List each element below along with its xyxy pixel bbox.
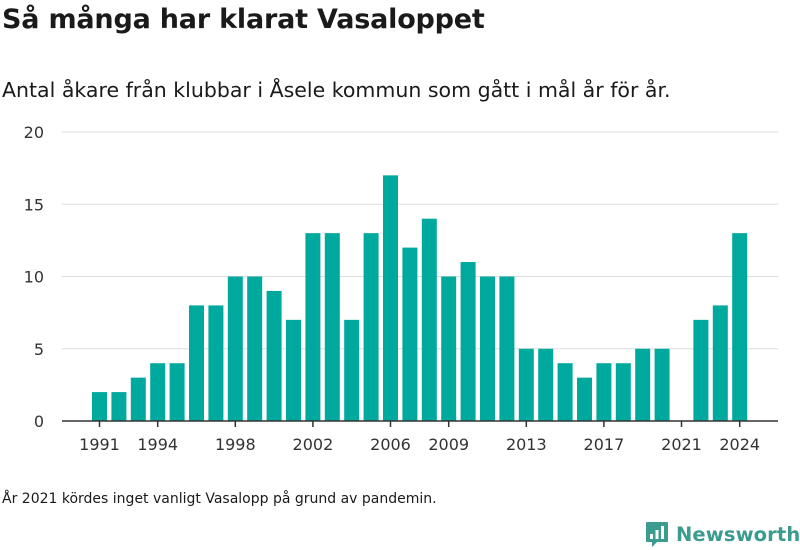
bar-2019 <box>635 348 651 421</box>
y-tick-label: 5 <box>34 340 44 359</box>
brand-logo: Newsworthy <box>645 520 800 548</box>
bar-2002 <box>305 233 321 421</box>
brand-name: Newsworthy <box>676 522 800 546</box>
bar-2023 <box>712 305 728 421</box>
y-tick-label: 20 <box>24 123 44 142</box>
x-axis-labels: 1991 1994 1998 2002 2006 2009 2013 2017 2021 2024 <box>79 435 760 454</box>
bar-2007 <box>402 247 418 421</box>
bar-2006 <box>383 175 398 421</box>
x-axis <box>62 420 778 427</box>
x-tick-label: 2013 <box>506 435 547 454</box>
bar-2011 <box>480 276 495 421</box>
bar-2016 <box>577 377 592 421</box>
bar-2017 <box>596 363 612 421</box>
bar-2005 <box>363 233 379 421</box>
footnote: År 2021 kördes inget vanligt Vasalopp på… <box>2 491 437 507</box>
x-tick-label: 2017 <box>584 435 625 454</box>
bar-1992 <box>111 392 127 421</box>
bar-2020 <box>654 348 670 421</box>
chart-subtitle: Antal åkare från klubbar i Åsele kommun … <box>2 78 671 102</box>
bar-1994 <box>150 363 166 421</box>
bars <box>92 175 748 421</box>
x-tick-label: 2024 <box>719 435 760 454</box>
chart-title: Så många har klarat Vasaloppet <box>2 4 485 35</box>
bar-1998 <box>227 276 243 421</box>
x-tick-label: 2021 <box>661 435 702 454</box>
bar-2001 <box>286 319 301 421</box>
bar-2008 <box>421 218 437 421</box>
bar-1991 <box>92 392 107 421</box>
bar-2018 <box>615 363 631 421</box>
x-tick-label: 1994 <box>137 435 178 454</box>
bar-1993 <box>130 377 146 421</box>
bar-2012 <box>499 276 515 421</box>
x-tick-label: 2009 <box>428 435 469 454</box>
bar-1999 <box>247 276 263 421</box>
bar-2004 <box>344 319 360 421</box>
bar-2022 <box>693 319 709 421</box>
bar-2000 <box>266 290 282 421</box>
grid-lines <box>62 131 778 350</box>
bar-2015 <box>557 363 573 421</box>
y-tick-label: 0 <box>34 412 44 431</box>
x-tick-label: 2006 <box>370 435 411 454</box>
y-tick-label: 15 <box>24 195 44 214</box>
x-tick-label: 1991 <box>79 435 120 454</box>
bar-2003 <box>324 233 340 421</box>
y-axis-labels: 0 5 10 15 20 <box>24 123 44 431</box>
x-tick-label: 2002 <box>293 435 334 454</box>
bar-1996 <box>189 305 204 421</box>
bar-2024 <box>732 233 748 421</box>
bar-1997 <box>208 305 224 421</box>
bar-2010 <box>460 262 476 421</box>
bar-2013 <box>518 348 534 421</box>
bar-1995 <box>169 363 185 421</box>
bar-2009 <box>441 276 457 421</box>
newsworthy-logo-icon <box>646 522 668 547</box>
bar-2014 <box>538 348 554 421</box>
y-tick-label: 10 <box>24 268 44 287</box>
x-tick-label: 1998 <box>215 435 256 454</box>
